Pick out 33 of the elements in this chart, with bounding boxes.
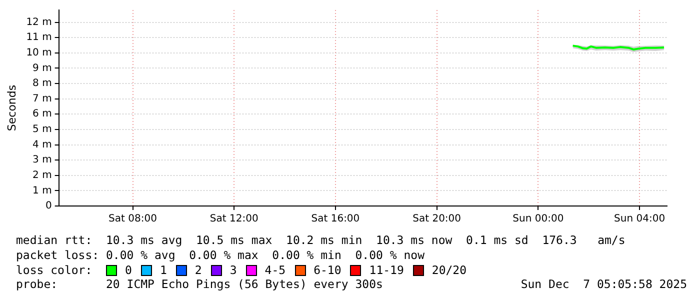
y-tick-label: 1 m: [32, 185, 52, 196]
legend-label: 3: [230, 263, 237, 277]
legend-label: 20/20: [432, 263, 467, 277]
y-tick-label: 2 m: [32, 170, 52, 181]
y-tick-label: 8 m: [32, 78, 52, 90]
y-axis-title: Seconds: [5, 84, 18, 132]
y-tick-label: 9 m: [32, 62, 52, 74]
y-tick-label: 11 m: [26, 32, 52, 44]
legend-label: 0: [125, 263, 132, 277]
x-tick-label: Sat 20:00: [412, 214, 462, 225]
text: probe: 20 ICMP Echo Pings (56 Bytes) every 300s: [16, 277, 383, 291]
legend-label: 11-19: [369, 263, 404, 277]
y-tick-label: 12 m: [26, 16, 52, 28]
y-tick-label: 10 m: [26, 47, 52, 58]
legend-label: 6-10: [314, 263, 342, 277]
y-tick-label: 7 m: [32, 93, 52, 104]
y-tick-label: 5 m: [32, 124, 52, 136]
legend-label: 4-5: [264, 263, 286, 277]
y-tick-label: 3 m: [32, 154, 52, 166]
y-tick-label: 4 m: [32, 139, 52, 150]
x-tick-label: Sat 12:00: [210, 214, 258, 225]
text: median rtt: 10.3 ms avg 10.5 ms max 10.2 ms min 10.3 ms now 0.1 ms sd 176.3 am/s: [16, 233, 626, 247]
legend-label: 2: [194, 263, 202, 277]
x-tick-label: Sun 04:00: [614, 214, 666, 225]
legend-label: 1: [160, 263, 167, 277]
y-tick-label: 0: [45, 200, 52, 212]
x-tick-label: Sun 00:00: [512, 214, 564, 225]
y-tick-label: 6 m: [32, 108, 52, 120]
x-tick-label: Sat 16:00: [311, 214, 360, 225]
text: packet loss: 0.00 % avg 0.00 % max 0.00 % min 0.00 % now: [16, 248, 424, 262]
text: loss color:: [16, 263, 92, 277]
x-tick-label: Sat 08:00: [108, 214, 157, 225]
text: Sun Dec 7 05:05:58 2025: [520, 277, 687, 291]
